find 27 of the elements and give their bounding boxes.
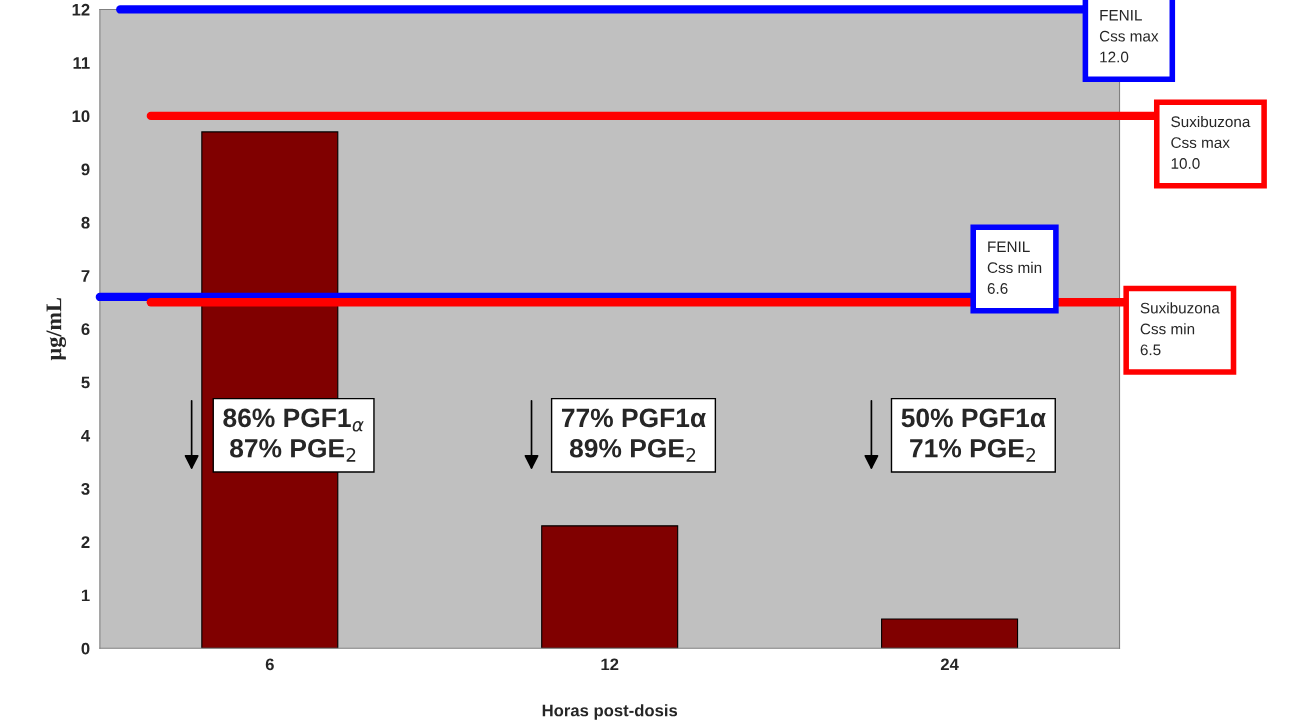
y-tick-label: 12	[72, 3, 90, 16]
x-axis-title: Horas post-dosis	[542, 704, 678, 720]
y-tick-label: 3	[81, 483, 90, 495]
y-tick-label: 1	[81, 589, 90, 602]
annotation: 77% PGF1α 89% PGE$_{2}$	[561, 408, 706, 462]
y-tick-label: 6	[81, 323, 90, 336]
ref-line-label: FENIL Css max 12.0	[1099, 10, 1159, 63]
ref-line-label: Suxibuzona Css min 6.5	[1140, 302, 1220, 356]
bar	[881, 618, 1019, 649]
annotation: 50% PGF1α 71% PGE$_{2}$	[901, 408, 1046, 462]
y-tick-label: 5	[81, 376, 90, 389]
annotation: 86% PGF1$_{α}$ 87% PGE$_{2}$	[223, 408, 364, 462]
bar	[541, 525, 679, 649]
y-tick-label: 10	[72, 110, 90, 123]
y-tick-label: 11	[73, 57, 90, 69]
ref-line-label: Suxibuzona Css max 10.0	[1171, 115, 1251, 169]
y-tick-label: 7	[81, 270, 90, 282]
ref-line-label: FENIL Css min 6.6	[987, 241, 1042, 294]
y-tick-label: 2	[81, 536, 90, 548]
x-tick-label: 24	[940, 658, 959, 671]
y-tick-label: 9	[81, 163, 90, 176]
y-axis-title: µg/mL	[46, 298, 67, 361]
y-tick-label: 0	[81, 642, 90, 655]
x-tick-label: 6	[265, 658, 274, 671]
y-tick-label: 4	[81, 429, 91, 442]
y-tick-label: 8	[81, 216, 90, 229]
x-tick-label: 12	[601, 658, 619, 671]
